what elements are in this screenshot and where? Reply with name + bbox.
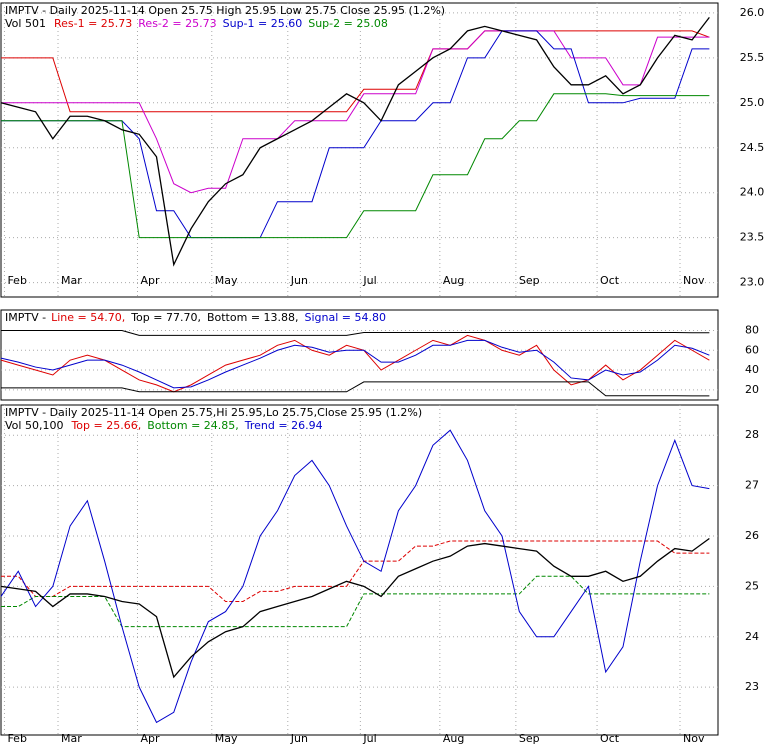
legend-entry: Line = 54.70,: [51, 311, 125, 324]
y-tick-label: 25.0: [740, 96, 765, 109]
x-tick-label: Aug: [443, 274, 464, 287]
y-tick-label: 23.5: [740, 231, 765, 244]
price-line: [0, 537, 710, 679]
legend-entry: Res-1 = 25.73: [54, 17, 132, 30]
series-line: [0, 339, 710, 389]
y-tick-label: 24: [745, 630, 759, 643]
series-line: [0, 334, 710, 393]
series-line: [1, 540, 710, 602]
x-tick-label: Mar: [61, 274, 82, 287]
x-tick-label: Apr: [140, 732, 160, 745]
legend-entry: Res-2 = 25.73: [138, 17, 216, 30]
x-tick-label: Jul: [362, 274, 376, 287]
y-tick-label: 80: [745, 323, 759, 336]
y-tick-label: 25.5: [740, 51, 765, 64]
x-tick-label: Nov: [683, 732, 705, 745]
series-line: [1, 30, 710, 113]
x-tick-label: Feb: [7, 274, 26, 287]
legend-entry: Trend = 26.94: [244, 419, 323, 432]
panel-subtitle: Vol 501: [5, 17, 46, 30]
legend-entry: Signal = 54.80: [305, 311, 387, 324]
series-line: [1, 93, 710, 239]
x-tick-label: May: [215, 274, 238, 287]
x-tick-label: Aug: [443, 732, 464, 745]
panel-title: IMPTV -: [5, 311, 46, 324]
panel-frame: [0, 309, 719, 401]
x-tick-label: Jun: [290, 732, 308, 745]
price-line: [0, 16, 710, 267]
y-tick-label: 23: [745, 680, 759, 693]
legend-entry: Bottom = 13.88,: [207, 311, 299, 324]
x-tick-label: Oct: [600, 732, 620, 745]
x-tick-label: Feb: [7, 732, 26, 745]
panel-subtitle: Vol 50,100: [5, 419, 63, 432]
y-tick-label: 24.5: [740, 141, 765, 154]
panel-title: IMPTV - Daily 2025-11-14 Open 25.75,Hi 2…: [5, 406, 422, 419]
y-tick-label: 24.0: [740, 186, 765, 199]
legend-entry: Top = 77.70,: [130, 311, 201, 324]
legend-entry: Top = 25.66,: [70, 419, 141, 432]
x-tick-label: May: [215, 732, 238, 745]
x-tick-label: Nov: [683, 274, 705, 287]
panel-frame: [0, 2, 719, 298]
x-tick-label: Jul: [362, 732, 376, 745]
x-tick-label: Mar: [61, 732, 82, 745]
y-tick-label: 26.0: [740, 6, 765, 19]
series-line: [1, 575, 710, 628]
y-tick-label: 26: [745, 529, 759, 542]
y-tick-label: 60: [745, 343, 759, 356]
series-line: [1, 329, 710, 336]
x-tick-label: Sep: [519, 274, 540, 287]
y-tick-label: 25: [745, 579, 759, 592]
series-line: [0, 429, 710, 724]
y-tick-label: 40: [745, 363, 759, 376]
x-tick-label: Jun: [290, 274, 308, 287]
series-line: [1, 30, 710, 194]
panel-title: IMPTV - Daily 2025-11-14 Open 25.75 High…: [5, 4, 445, 17]
legend-entry: Sup-2 = 25.08: [308, 17, 388, 30]
x-tick-label: Apr: [140, 274, 160, 287]
legend-entry: Bottom = 24.85,: [147, 419, 239, 432]
y-tick-label: 20: [745, 383, 759, 396]
x-tick-label: Oct: [600, 274, 620, 287]
x-tick-label: Sep: [519, 732, 540, 745]
y-tick-label: 27: [745, 479, 759, 492]
y-tick-label: 28: [745, 428, 759, 441]
panel-frame: [0, 404, 719, 736]
y-tick-label: 23.0: [740, 276, 765, 289]
series-line: [1, 381, 710, 397]
legend-entry: Sup-1 = 25.60: [223, 17, 303, 30]
